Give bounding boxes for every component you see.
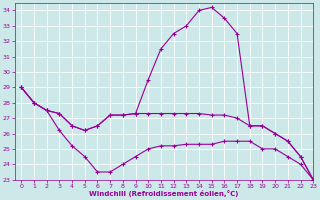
X-axis label: Windchill (Refroidissement éolien,°C): Windchill (Refroidissement éolien,°C) xyxy=(89,190,239,197)
